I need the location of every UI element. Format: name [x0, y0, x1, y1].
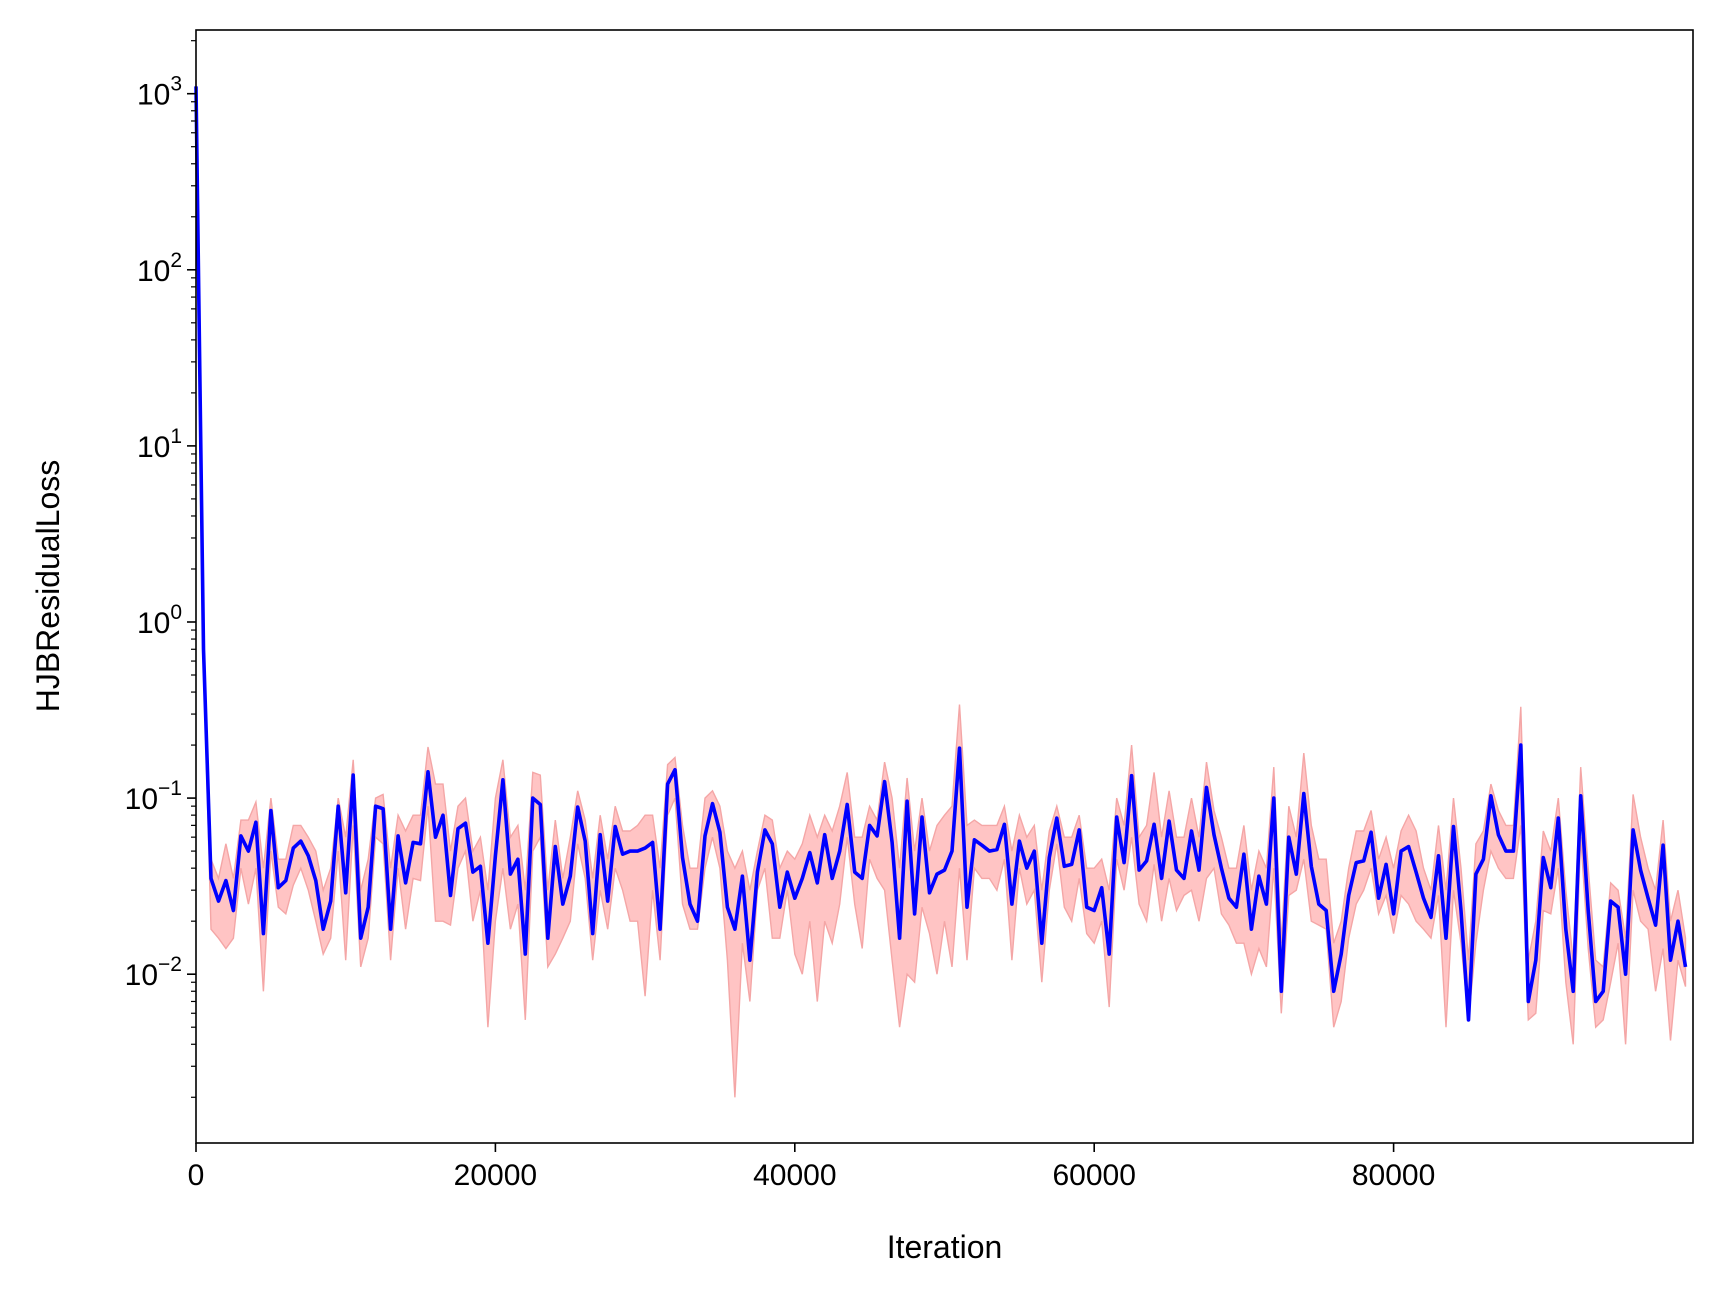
y-tick-label: 102: [137, 249, 182, 288]
x-tick-label: 80000: [1352, 1159, 1435, 1192]
plot-frame: [195, 29, 1694, 1144]
line-layer: [194, 86, 1688, 1022]
x-tick-label: 20000: [454, 1159, 537, 1192]
band-layer: [195, 79, 1687, 1098]
x-tick-label: 0: [188, 1159, 205, 1192]
confidence-band: [195, 79, 1687, 1098]
y-tick-label: 10−2: [125, 953, 182, 992]
y-tick-label: 10−1: [125, 777, 182, 816]
x-tick-label: 40000: [753, 1159, 836, 1192]
x-axis-ticks: 0 20000 40000 60000 80000: [188, 1143, 1435, 1192]
series-line-0: [194, 86, 1688, 1022]
y-tick-label: 100: [137, 601, 182, 640]
x-tick-label: 60000: [1052, 1159, 1135, 1192]
y-axis-label: HJBResidualLoss: [30, 460, 66, 713]
y-axis-ticks: 10−2 10−1 100 101 102 103: [125, 40, 196, 1098]
y-tick-label: 103: [137, 73, 182, 112]
x-axis-label: Iteration: [887, 1229, 1003, 1265]
y-tick-label: 101: [137, 425, 182, 464]
